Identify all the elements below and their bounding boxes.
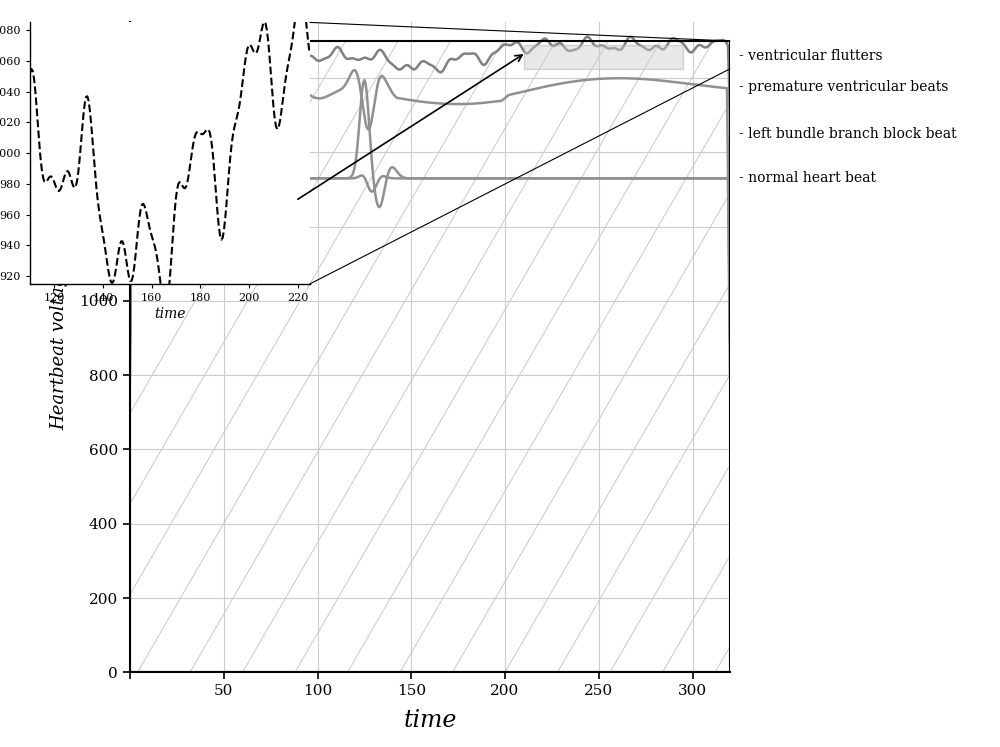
Y-axis label: Heartbeat voltage: Heartbeat voltage	[50, 264, 68, 430]
Bar	[524, 45, 683, 69]
X-axis label: time: time	[403, 709, 457, 732]
Text: - left bundle branch block beat: - left bundle branch block beat	[739, 127, 957, 141]
Text: - ventricular flutters: - ventricular flutters	[739, 49, 883, 63]
X-axis label: time: time	[154, 307, 186, 321]
Text: - normal heart beat: - normal heart beat	[739, 171, 876, 185]
Text: - premature ventricular beats: - premature ventricular beats	[739, 81, 949, 94]
